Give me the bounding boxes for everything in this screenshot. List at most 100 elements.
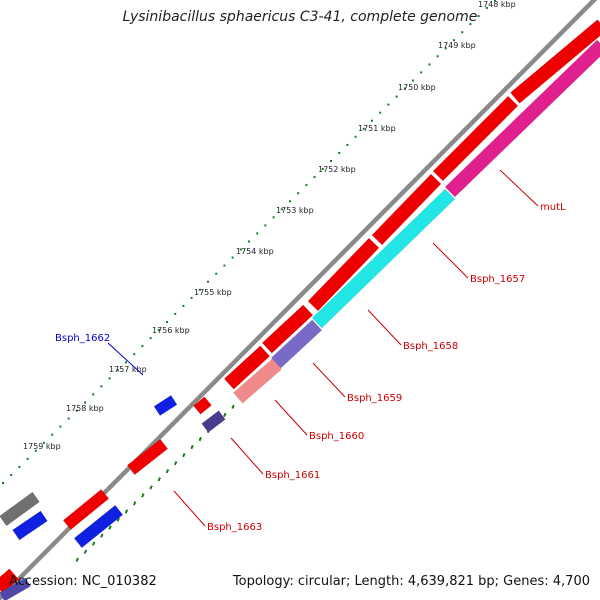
reverse-cds-bsph-1657: [311, 188, 456, 329]
outer-tick-dot: [67, 417, 70, 420]
gene-label-leader: [173, 490, 206, 527]
outer-tick-dot: [149, 337, 152, 340]
tick-label: 1749 kbp: [438, 41, 476, 50]
outer-tick-dot: [166, 321, 168, 323]
outer-tick-dot: [18, 465, 21, 468]
forward-cds: [510, 19, 600, 104]
outer-tick-dot: [330, 160, 332, 162]
outer-tick-dot: [387, 103, 390, 106]
outer-tick-dot: [346, 143, 349, 146]
outer-tick-dot: [125, 361, 127, 364]
outer-tick-dot: [354, 135, 357, 138]
forward-cds: [0, 568, 19, 594]
outer-tick-dot: [92, 393, 95, 396]
forward-cds: [307, 237, 380, 312]
outer-tick-dot: [116, 369, 119, 372]
outer-tick-dot: [141, 345, 144, 348]
inner-tick-dash: [75, 557, 79, 562]
tick-label: 1751 kbp: [358, 124, 396, 133]
inner-tick-dash: [231, 404, 235, 409]
inner-tick-dash: [83, 549, 88, 554]
outer-tick-dot: [297, 192, 300, 195]
outer-tick-dot: [289, 200, 291, 203]
reverse-cds-bsph-1659: [233, 358, 282, 404]
outer-tick-dot: [248, 240, 250, 243]
outer-tick-dot: [182, 304, 185, 307]
map-title: Lysinibacillus sphaericus C3-41, complet…: [122, 9, 478, 25]
forward-cds: [432, 95, 519, 182]
outer-tick-dot: [174, 312, 177, 315]
outer-tick-dot: [379, 111, 382, 114]
gene-label: Bsph_1660: [309, 431, 364, 442]
gene-label: Bsph_1661: [265, 470, 320, 481]
inner-tick-dash: [132, 501, 137, 506]
outer-tick-dot: [256, 232, 259, 235]
outer-tick-dot: [436, 55, 439, 58]
inner-tick-dash: [149, 485, 153, 490]
gene-label-leader: [432, 242, 469, 279]
inner-tick-dash: [157, 477, 161, 482]
tick-label: 1750 kbp: [398, 83, 436, 92]
outer-tick-dot: [305, 184, 308, 187]
inner-tick-dash: [141, 493, 145, 498]
outer-tick-dot: [403, 87, 406, 90]
outer-tick-dot: [190, 296, 193, 299]
tick-label: 1754 kbp: [236, 247, 274, 256]
gene-label: Bsph_1657: [470, 274, 525, 285]
outer-tick-dot: [428, 63, 431, 66]
forward-cds: [223, 345, 271, 390]
outer-tick-dot: [338, 151, 341, 154]
tick-label: 1752 kbp: [318, 165, 356, 174]
reverse-cds-bsph-1662: [153, 395, 178, 416]
tick-label: 1753 kbp: [276, 206, 314, 215]
outer-tick-dot: [108, 377, 111, 380]
outer-tick-dot: [10, 473, 13, 476]
outer-tick-dot: [2, 482, 4, 484]
inner-tick-dash: [182, 453, 186, 458]
outer-tick-dot: [313, 176, 316, 179]
outer-tick-dot: [477, 15, 480, 18]
outer-tick-dot: [461, 31, 464, 34]
inner-tick-dash: [108, 525, 112, 530]
outer-tick-dot: [43, 441, 45, 444]
inner-tick-dash: [198, 436, 202, 442]
outer-tick-dot: [34, 449, 37, 452]
outer-tick-dot: [395, 95, 398, 98]
outer-tick-dot: [272, 216, 275, 219]
gene-label: Bsph_1658: [403, 341, 458, 352]
accession-text: Accession: NC_010382: [9, 574, 157, 589]
gene-label: Bsph_1663: [207, 522, 262, 533]
outer-tick-dot: [26, 457, 29, 460]
outer-tick-dot: [157, 329, 160, 331]
gene-label-leader: [107, 342, 144, 376]
inner-tick-dash: [173, 461, 178, 466]
gene-label-leader: [274, 399, 308, 436]
outer-tick-dot: [485, 7, 488, 9]
reverse-cds: [73, 504, 124, 549]
outer-tick-dot: [239, 248, 242, 251]
outer-tick-dot: [84, 401, 86, 404]
tick-label: 1758 kbp: [66, 404, 104, 413]
tick-label: 1757 kbp: [109, 365, 147, 374]
outer-tick-dot: [362, 127, 365, 130]
outer-tick-dot: [198, 288, 201, 291]
inner-tick-dash: [165, 469, 170, 474]
outer-tick-dot: [215, 272, 218, 275]
other-feature: [0, 491, 40, 527]
forward-cds: [62, 489, 110, 530]
reverse-cds-bsph-1661: [201, 410, 226, 433]
inner-tick-dash: [190, 444, 194, 450]
outer-tick-dot: [51, 433, 54, 436]
outer-tick-dot: [453, 39, 455, 42]
outer-tick-dot: [412, 79, 414, 82]
forward-cds: [126, 438, 169, 476]
tick-label: 1748 kbp: [478, 0, 516, 9]
outer-tick-dot: [469, 23, 472, 26]
gene-label-leader: [230, 437, 264, 475]
genome-info-text: Topology: circular; Length: 4,639,821 bp…: [232, 574, 590, 589]
forward-cds: [261, 304, 314, 354]
gene-label: Bsph_1662: [55, 333, 110, 344]
reverse-cds: [12, 510, 48, 541]
outer-tick-dot: [133, 353, 136, 356]
